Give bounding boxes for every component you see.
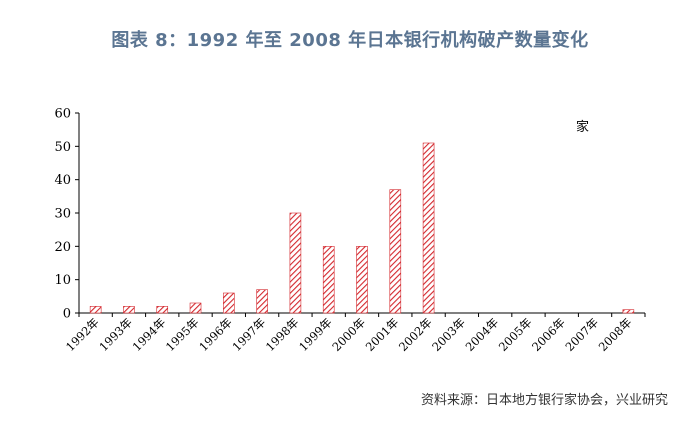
- bar-2008年: [622, 309, 635, 314]
- x-tick-label: 1995年: [163, 315, 202, 354]
- y-tick-label: 60: [54, 107, 71, 122]
- chart-title: 图表 8：1992 年至 2008 年日本银行机构破产数量变化: [111, 30, 589, 51]
- x-tick-label: 1996年: [196, 315, 235, 354]
- x-tick-label: 2004年: [463, 315, 502, 354]
- bar-2001年: [389, 189, 402, 314]
- x-tick-label: 1998年: [263, 315, 302, 354]
- bar-2000年: [356, 246, 368, 314]
- x-tick-label: 2007年: [562, 315, 601, 354]
- bar-1999年: [322, 246, 335, 314]
- x-tick-label: 2006年: [529, 315, 568, 354]
- x-tick-label: 1994年: [130, 315, 169, 354]
- bar-1997年: [256, 289, 268, 314]
- x-tick-label: 2001年: [363, 315, 402, 354]
- bar-1993年: [123, 306, 135, 314]
- x-tick-label: 2008年: [596, 315, 635, 354]
- bar-1994年: [156, 306, 169, 314]
- bar-1995年: [189, 302, 202, 314]
- y-tick-label: 10: [54, 273, 71, 288]
- x-tick-label: 2005年: [496, 315, 535, 354]
- y-axis: 0 10 20 30 40 50 60: [54, 107, 80, 322]
- x-tick-label: 2000年: [329, 315, 368, 354]
- y-tick-label: 30: [54, 207, 71, 222]
- x-tick-label: 1993年: [96, 315, 135, 354]
- x-tick-label: 2002年: [396, 315, 435, 354]
- bar-1998年: [289, 212, 302, 314]
- y-tick-label: 0: [63, 307, 71, 322]
- bar-1996年: [223, 292, 235, 314]
- source-note: 资料来源：日本地方银行家协会，兴业研究: [420, 393, 668, 408]
- y-tick-label: 50: [54, 140, 71, 155]
- bar-2002年: [422, 142, 435, 314]
- y-tick-label: 40: [54, 173, 71, 188]
- bar-1992年: [89, 306, 102, 314]
- x-tick-label: 1997年: [230, 315, 269, 354]
- x-tick-label: 1999年: [296, 315, 335, 354]
- bars-group: [89, 142, 635, 314]
- y-tick-label: 20: [54, 240, 71, 255]
- legend-label: 家: [576, 119, 589, 135]
- x-axis: 1992年1993年1994年1995年1996年1997年1998年1999年…: [63, 312, 646, 354]
- x-tick-label: 2003年: [429, 315, 468, 354]
